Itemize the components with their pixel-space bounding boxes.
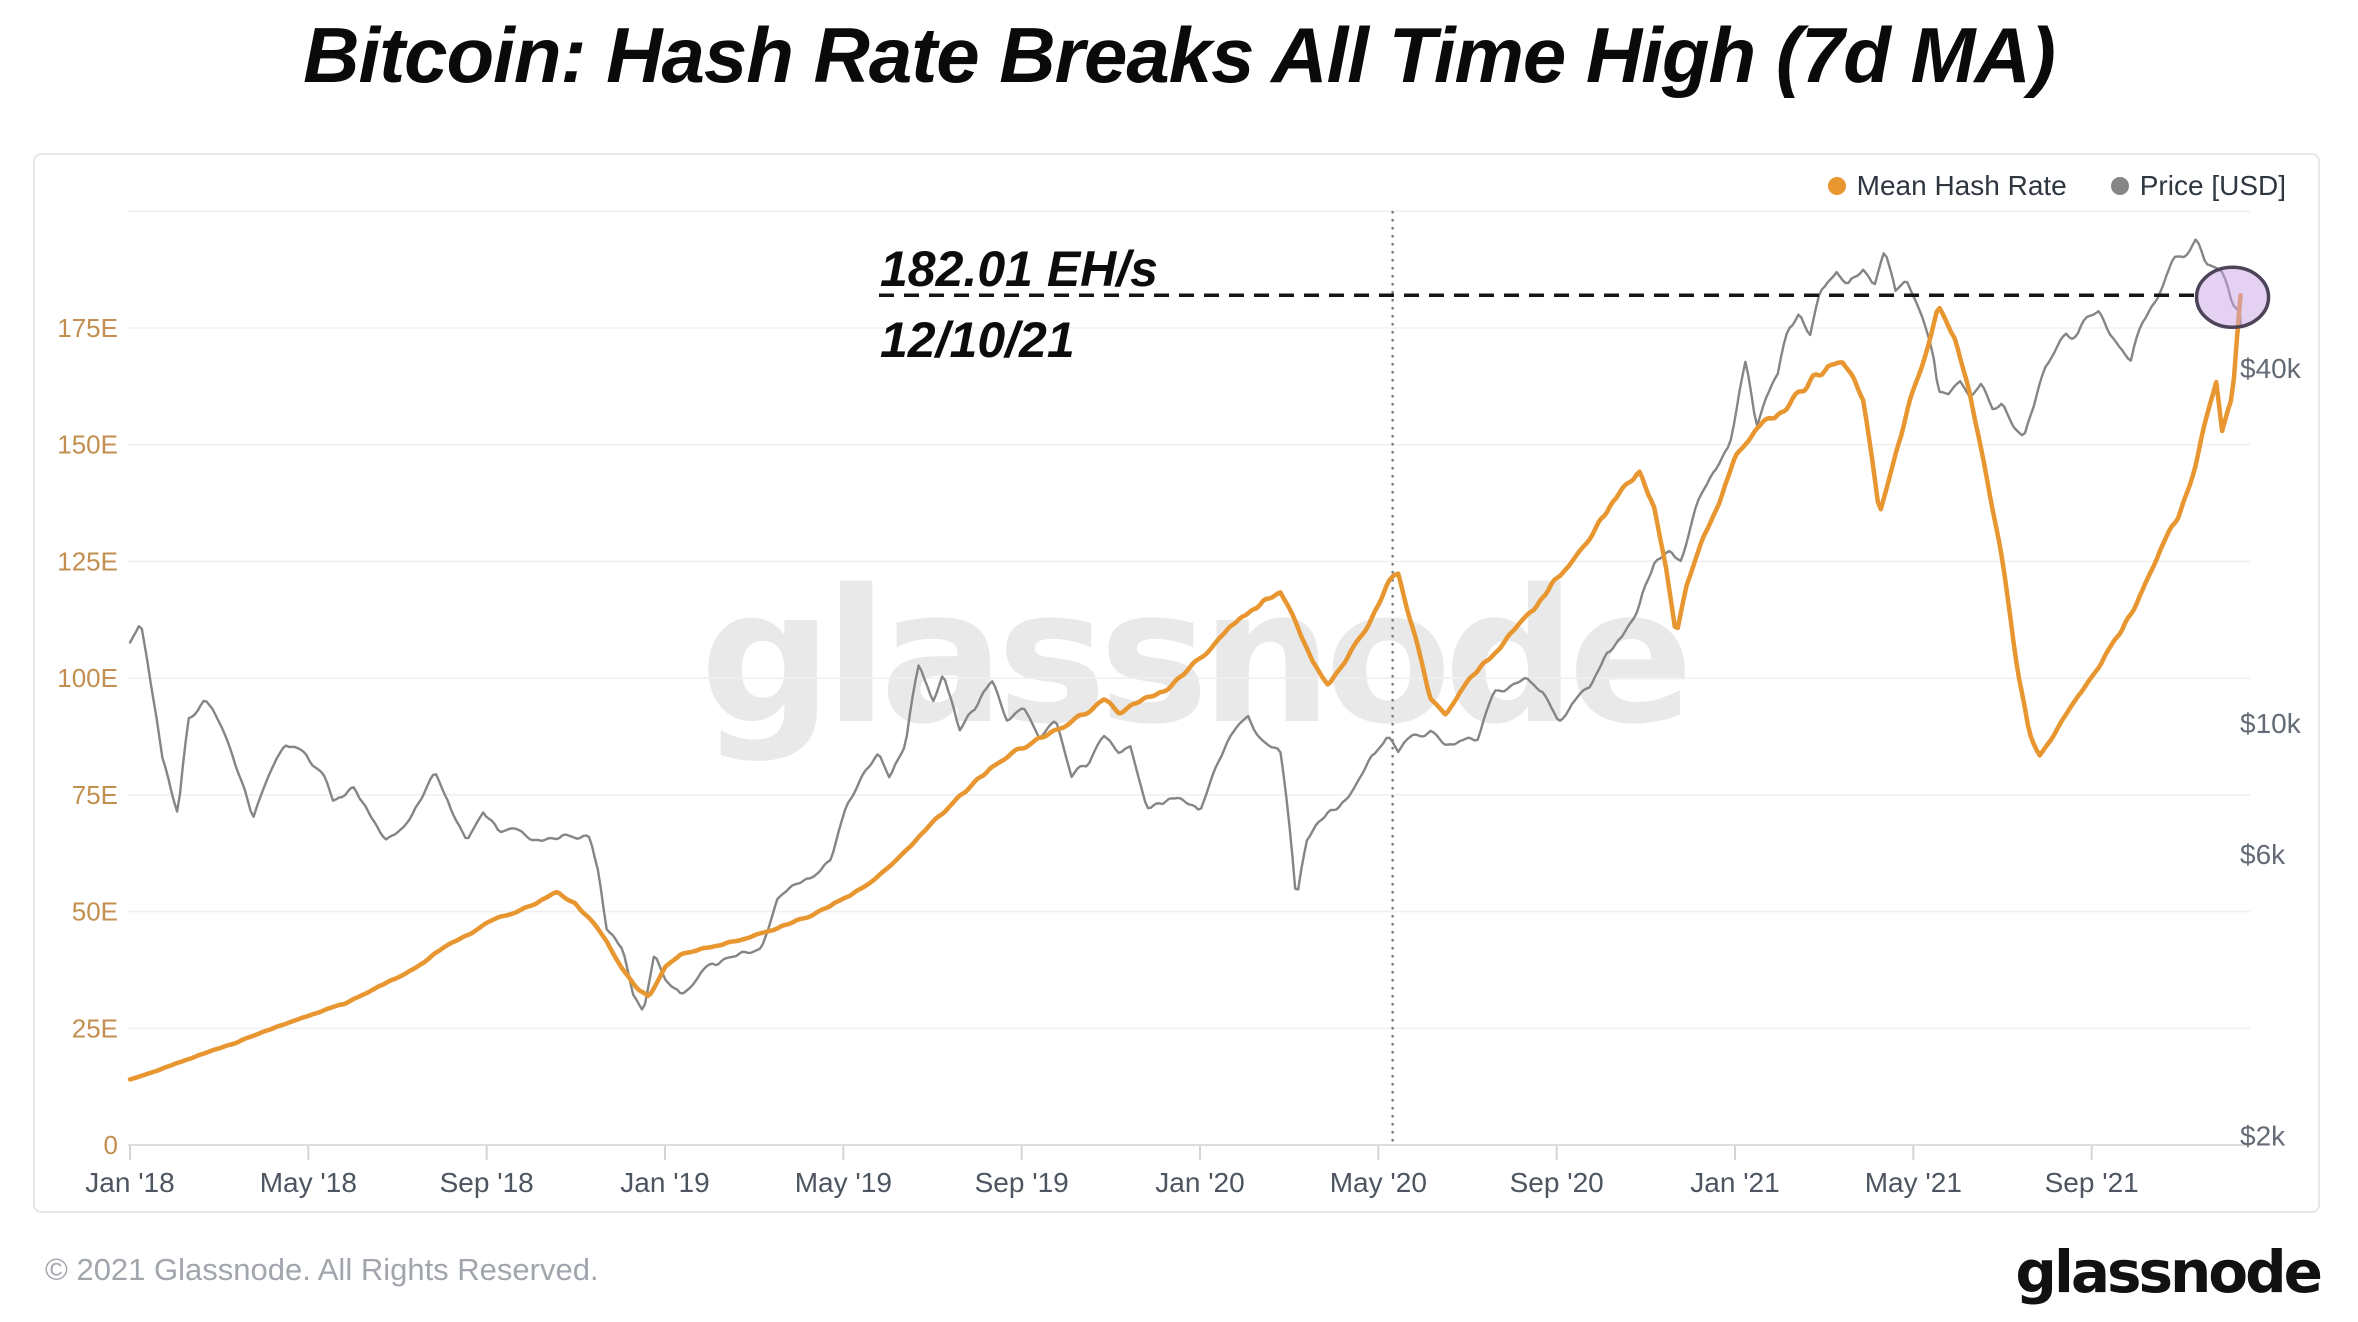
ath-annotation: 182.01 EH/s 12/10/21 <box>880 234 1158 376</box>
legend-item-price[interactable]: Price [USD] <box>2110 170 2286 202</box>
ath-annotation-value: 182.01 EH/s <box>880 241 1158 297</box>
glassnode-logo: glassnode <box>2015 1238 2323 1306</box>
legend-label-price: Price [USD] <box>2139 170 2286 201</box>
legend-item-hash-rate[interactable]: Mean Hash Rate <box>1827 170 2067 202</box>
price-dot-icon <box>2110 177 2129 195</box>
copyright-text: © 2021 Glassnode. All Rights Reserved. <box>45 1252 599 1287</box>
hash-rate-dot-icon <box>1827 177 1846 195</box>
ath-annotation-date: 12/10/21 <box>880 312 1075 368</box>
chart-legend: Mean Hash Rate Price [USD] <box>1827 170 2286 202</box>
glassnode-watermark: glassnode <box>700 549 1694 765</box>
legend-label-hash-rate: Mean Hash Rate <box>1856 170 2067 201</box>
chart-title: Bitcoin: Hash Rate Breaks All Time High … <box>303 11 2056 99</box>
